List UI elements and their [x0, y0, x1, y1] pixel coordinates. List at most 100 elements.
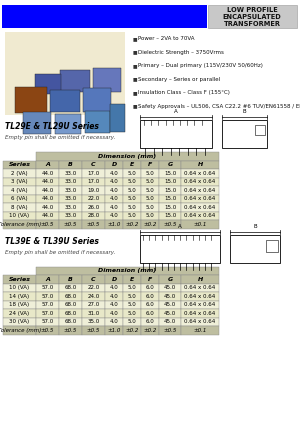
Text: 0.64 x 0.64: 0.64 x 0.64: [184, 213, 216, 218]
Bar: [3, 169, 36, 178]
Text: 4.0: 4.0: [110, 196, 118, 201]
Text: F: F: [148, 277, 152, 282]
Text: 31.0: 31.0: [87, 311, 100, 316]
Bar: [105, 283, 123, 292]
Text: 68.0: 68.0: [64, 294, 76, 299]
Bar: [141, 203, 159, 212]
Text: 18 (VA): 18 (VA): [9, 302, 30, 307]
Bar: [181, 203, 219, 212]
Bar: [59, 283, 82, 292]
Bar: [181, 309, 219, 317]
Text: 0.64 x 0.64: 0.64 x 0.64: [184, 285, 216, 290]
Bar: [36, 161, 59, 169]
Bar: [82, 300, 105, 309]
Text: 44.0: 44.0: [41, 171, 54, 176]
Text: G: G: [167, 277, 172, 282]
Bar: [159, 161, 181, 169]
Bar: [82, 326, 105, 334]
Text: 10 (VA): 10 (VA): [9, 213, 30, 218]
Bar: [36, 152, 219, 161]
Bar: [3, 317, 36, 326]
Bar: [123, 195, 141, 203]
Bar: [59, 169, 82, 178]
Bar: [159, 186, 181, 195]
Bar: [181, 283, 219, 292]
Bar: [36, 186, 59, 195]
Bar: [36, 326, 59, 334]
Bar: [82, 178, 105, 186]
Bar: [59, 220, 82, 229]
Text: 4.0: 4.0: [110, 319, 118, 324]
Text: ±1.0: ±1.0: [107, 222, 121, 227]
Bar: [159, 178, 181, 186]
Bar: [82, 283, 105, 292]
Text: 27.0: 27.0: [87, 302, 100, 307]
Bar: [82, 186, 105, 195]
Bar: [36, 283, 59, 292]
Text: 8 (VA): 8 (VA): [11, 205, 28, 210]
Bar: [159, 317, 181, 326]
Text: 26.0: 26.0: [87, 205, 100, 210]
Text: 5.0: 5.0: [128, 196, 136, 201]
Text: 5.0: 5.0: [128, 205, 136, 210]
Text: 5.0: 5.0: [128, 319, 136, 324]
Text: 5.0: 5.0: [146, 179, 154, 184]
Text: 5.0: 5.0: [146, 213, 154, 218]
Text: D: D: [111, 162, 117, 167]
Bar: [36, 275, 59, 283]
Text: 14 (VA): 14 (VA): [9, 294, 30, 299]
Text: C: C: [91, 277, 96, 282]
Bar: [59, 212, 82, 220]
Text: 6.0: 6.0: [146, 319, 154, 324]
Text: ±0.5: ±0.5: [64, 328, 77, 333]
Bar: [181, 220, 219, 229]
Text: 4.0: 4.0: [110, 285, 118, 290]
Text: 0.64 x 0.64: 0.64 x 0.64: [184, 171, 216, 176]
Text: ±0.2: ±0.2: [143, 222, 157, 227]
Bar: [159, 283, 181, 292]
Bar: [59, 300, 82, 309]
Bar: [105, 203, 123, 212]
Bar: [5, 32, 125, 115]
Text: 4.0: 4.0: [110, 205, 118, 210]
Text: 30 (VA): 30 (VA): [9, 319, 30, 324]
Text: 68.0: 68.0: [64, 319, 76, 324]
Bar: [82, 292, 105, 300]
Bar: [159, 203, 181, 212]
Text: 5.0: 5.0: [128, 285, 136, 290]
Text: 0.64 x 0.64: 0.64 x 0.64: [184, 205, 216, 210]
Bar: [123, 283, 141, 292]
Bar: [3, 300, 36, 309]
Bar: [159, 292, 181, 300]
Bar: [82, 169, 105, 178]
Bar: [159, 300, 181, 309]
Bar: [123, 326, 141, 334]
Text: 4 (VA): 4 (VA): [11, 188, 28, 193]
Bar: [181, 275, 219, 283]
Bar: [82, 212, 105, 220]
Text: ±0.2: ±0.2: [125, 328, 139, 333]
Text: B: B: [253, 224, 257, 229]
Text: TL39E & TL39U Series: TL39E & TL39U Series: [5, 236, 99, 246]
Text: LOW PROFILE
ENCAPSULATED
TRANSFORMER: LOW PROFILE ENCAPSULATED TRANSFORMER: [223, 7, 281, 27]
Bar: [110, 104, 125, 132]
Text: 68.0: 68.0: [64, 311, 76, 316]
Bar: [36, 317, 59, 326]
Bar: [141, 283, 159, 292]
Text: 45.0: 45.0: [164, 311, 176, 316]
Text: Tolerance (mm): Tolerance (mm): [0, 222, 41, 227]
Text: 45.0: 45.0: [164, 294, 176, 299]
Bar: [123, 275, 141, 283]
Text: ■: ■: [133, 90, 138, 95]
Text: Tolerance (mm): Tolerance (mm): [0, 328, 41, 333]
Bar: [181, 212, 219, 220]
Text: 44.0: 44.0: [41, 188, 54, 193]
Bar: [36, 309, 59, 317]
Bar: [181, 326, 219, 334]
Text: 24 (VA): 24 (VA): [9, 311, 30, 316]
Text: 44.0: 44.0: [41, 205, 54, 210]
Bar: [123, 203, 141, 212]
Bar: [105, 169, 123, 178]
Text: Empty pin shall be omitted if necessary.: Empty pin shall be omitted if necessary.: [5, 135, 115, 140]
Bar: [36, 178, 59, 186]
